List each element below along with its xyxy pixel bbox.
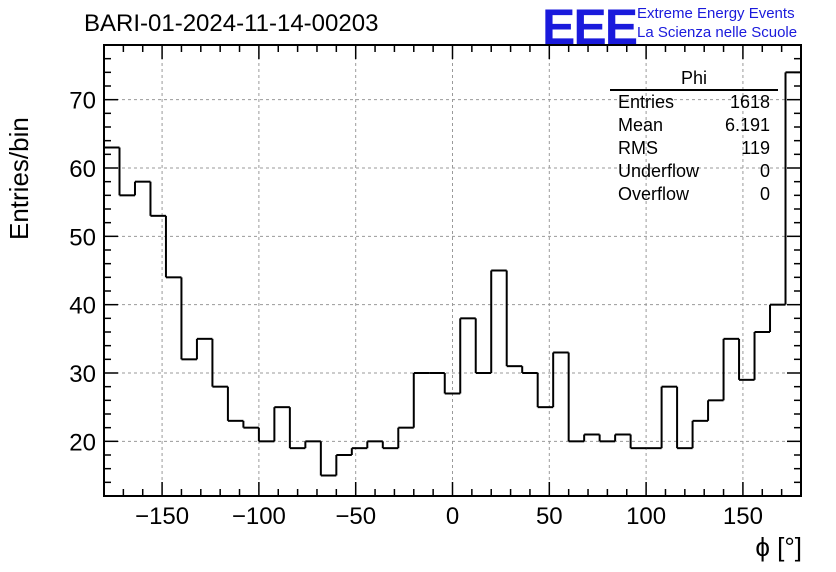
stats-box: Phi Entries 1618 Mean 6.191 RMS 119 Underfl… (610, 68, 778, 206)
chart-title: BARI-01-2024-11-14-00203 (84, 10, 379, 37)
x-tick-label: 150 (723, 503, 763, 530)
stats-row: Underflow 0 (610, 160, 778, 183)
eee-logo: EEE (542, 0, 638, 55)
x-tick-label: −50 (335, 503, 376, 530)
stats-label: Underflow (618, 161, 700, 181)
logo-caption-line2: La Scienza nelle Scuole (637, 24, 798, 41)
y-tick-label: 30 (69, 361, 96, 388)
stats-row: Entries 1618 (610, 91, 778, 114)
stats-row: RMS 119 (610, 137, 778, 160)
stats-value: 1618 (729, 92, 770, 112)
axis-ticks (104, 45, 801, 496)
stats-row: Mean 6.191 (610, 114, 778, 137)
stats-label: Entries (618, 92, 675, 112)
stats-row: Overflow 0 (610, 183, 778, 206)
stats-label: RMS (618, 138, 658, 158)
stats-title: Phi (610, 68, 778, 91)
logo-caption-line1: Extreme Energy Events (637, 5, 795, 22)
stats-label: Mean (618, 115, 664, 135)
x-tick-label: −150 (135, 503, 189, 530)
stats-value: 0 (759, 161, 770, 181)
y-tick-label: 50 (69, 224, 96, 251)
x-tick-label: 0 (446, 503, 459, 530)
stats-value: 119 (741, 138, 770, 158)
stats-value: 6.191 (724, 115, 770, 135)
x-tick-label: −100 (232, 503, 286, 530)
x-tick-label: 100 (626, 503, 666, 530)
y-tick-label: 60 (69, 156, 96, 183)
y-axis-label: Entries/bin (4, 117, 34, 240)
x-axis-label: ϕ [°] (755, 532, 802, 562)
logo-caption: Extreme Energy Events La Scienza nelle S… (637, 4, 797, 42)
tick-labels: −150 −100 −50 0 50 100 150 20 30 40 50 60 70 (69, 88, 763, 530)
grid-lines (104, 45, 801, 496)
y-tick-label: 20 (69, 429, 96, 456)
x-tick-label: 50 (536, 503, 563, 530)
stats-label: Overflow (618, 184, 690, 204)
histogram-series (104, 71, 801, 477)
y-tick-label: 40 (69, 293, 96, 320)
stats-value: 0 (759, 184, 770, 204)
y-tick-label: 70 (69, 88, 96, 115)
